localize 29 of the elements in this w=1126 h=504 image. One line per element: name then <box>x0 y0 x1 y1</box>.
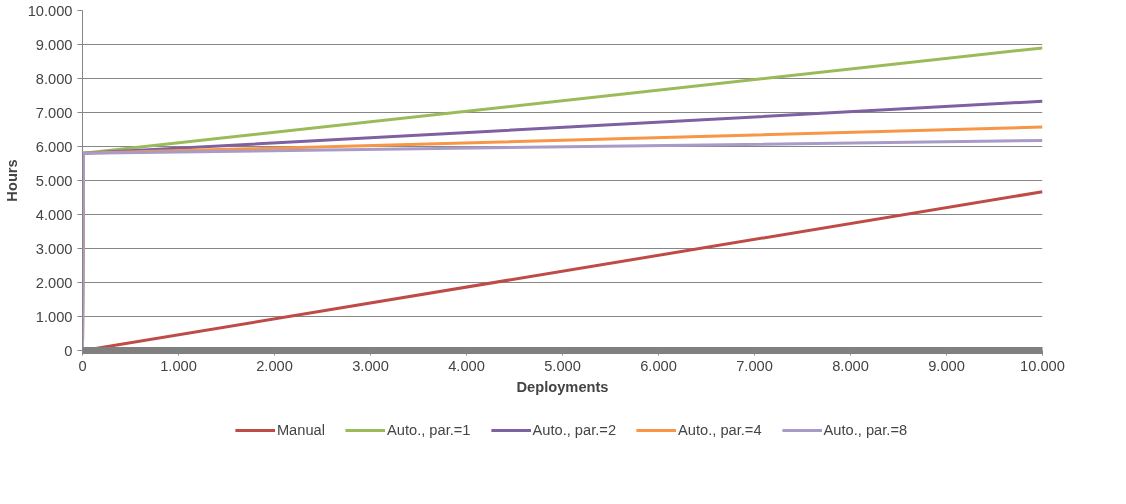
x-tick-label: 8.000 <box>832 357 869 374</box>
legend-label: Auto., par.=1 <box>386 422 471 438</box>
x-axis-title: Deployments <box>516 378 609 395</box>
y-tick-label: 2.000 <box>35 274 73 291</box>
y-tick-label: 5.000 <box>35 172 73 189</box>
x-tick-label: 1.000 <box>160 357 197 374</box>
legend-label: Manual <box>276 422 325 438</box>
x-tick-label: 7.000 <box>736 357 773 374</box>
y-tick-label: 7.000 <box>35 104 73 121</box>
y-tick-label: 9.000 <box>35 36 73 53</box>
x-tick-label: 0 <box>78 357 87 374</box>
x-tick-label: 4.000 <box>448 357 485 374</box>
x-tick-label: 6.000 <box>640 357 677 374</box>
x-tick-label: 2.000 <box>256 357 293 374</box>
y-tick-label: 6.000 <box>35 138 73 155</box>
y-tick-label: 0 <box>64 342 73 359</box>
x-tick-label: 9.000 <box>928 357 965 374</box>
x-tick-label: 5.000 <box>544 357 581 374</box>
y-tick-label: 1.000 <box>35 308 73 325</box>
x-tick-label: 3.000 <box>352 357 389 374</box>
y-tick-label: 4.000 <box>35 206 73 223</box>
legend-label: Auto., par.=4 <box>678 422 762 438</box>
y-tick-label: 8.000 <box>35 70 73 87</box>
y-tick-label: 10.000 <box>27 2 73 19</box>
x-tick-label: 10.000 <box>1020 357 1065 374</box>
legend-label: Auto., par.=2 <box>532 422 617 438</box>
y-axis-title: Hours <box>3 159 20 202</box>
y-tick-label: 3.000 <box>35 240 73 257</box>
legend-label: Auto., par.=8 <box>823 422 908 438</box>
